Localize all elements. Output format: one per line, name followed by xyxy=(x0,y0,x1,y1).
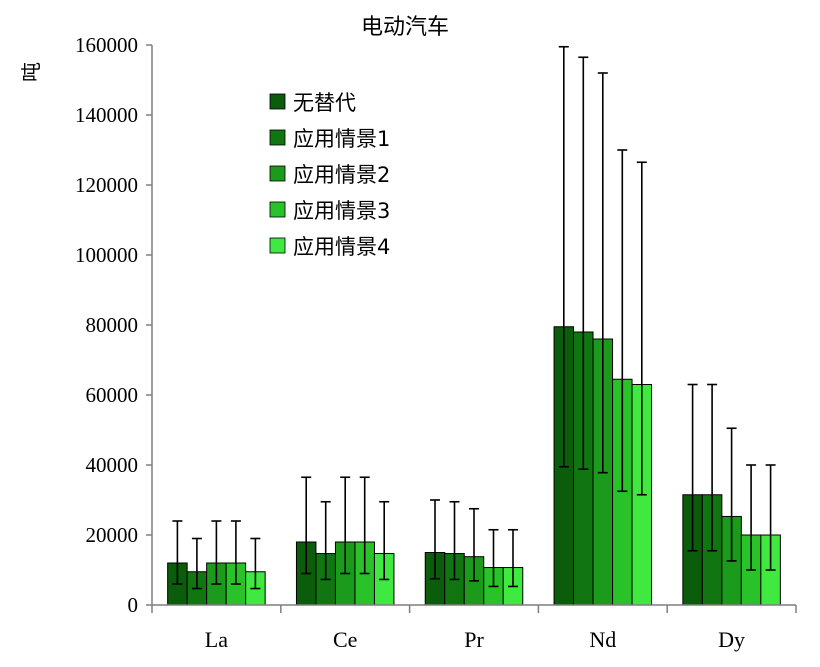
legend-label: 应用情景3 xyxy=(293,199,390,223)
y-tick-label: 60000 xyxy=(86,383,139,407)
x-tick-label: Ce xyxy=(333,627,357,652)
y-tick-label: 160000 xyxy=(75,33,138,57)
y-axis-label: 吨 xyxy=(19,62,43,82)
y-tick-label: 0 xyxy=(128,593,139,617)
x-tick-label: Nd xyxy=(589,627,616,652)
legend-swatch xyxy=(269,201,286,218)
plot-area: 0 20000 40000 60000 80000 100000 120000 140000 1… xyxy=(75,33,797,652)
y-tick-label: 100000 xyxy=(75,243,138,267)
legend-swatch xyxy=(269,93,286,110)
legend-label: 应用情景2 xyxy=(293,163,390,187)
x-tick-label: Pr xyxy=(464,627,484,652)
y-tick-label: 40000 xyxy=(86,453,139,477)
legend-label: 应用情景1 xyxy=(293,127,390,151)
y-tick-label: 140000 xyxy=(75,103,138,127)
x-tick-label: La xyxy=(205,627,228,652)
legend-label: 应用情景4 xyxy=(293,235,390,259)
x-tick-label: Dy xyxy=(718,627,745,652)
legend-label: 无替代 xyxy=(293,91,356,115)
y-tick-label: 120000 xyxy=(75,173,138,197)
legend-swatch xyxy=(269,165,286,182)
legend-swatch xyxy=(269,237,286,254)
y-tick-label: 20000 xyxy=(86,523,139,547)
chart-title: 电动汽车 xyxy=(361,15,449,40)
legend-swatch xyxy=(269,129,286,146)
y-tick-label: 80000 xyxy=(86,313,139,337)
